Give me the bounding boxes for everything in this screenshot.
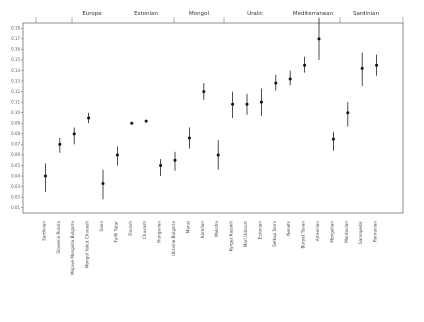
x-category-label: Kyrgyz Kazakh	[229, 221, 234, 252]
y-tick-label: 0.07	[11, 142, 20, 147]
y-tick-label: 0.13	[11, 78, 20, 83]
x-category-label: Samoyedic	[358, 220, 363, 244]
x-category-label: Karelian	[200, 221, 205, 238]
y-axis: 0.01 0.02 0.03 0.04 0.05 0.06 0.07 0.08 0.09 0.10…	[11, 26, 23, 210]
data-point	[144, 119, 148, 123]
data-point	[159, 164, 163, 167]
data-point	[274, 81, 278, 85]
y-tick-label: 0.08	[11, 131, 20, 136]
y-tick-label: 0.09	[11, 121, 20, 126]
data-point	[288, 77, 292, 81]
x-category-label: Estonian	[257, 221, 262, 239]
x-category-label: Slovenia Russia	[56, 221, 61, 254]
x-category-label: Hungarian	[157, 221, 162, 243]
data-point	[187, 136, 191, 140]
x-category-label: Selkup Sami	[272, 221, 277, 247]
y-tick-label: 0.11	[11, 99, 20, 104]
x-category-label: Mari Udmurt	[243, 221, 248, 248]
y-tick-label: 0.10	[11, 110, 20, 115]
tab-label: Mongol	[189, 11, 209, 17]
tab-label: Sardinian	[353, 11, 379, 17]
data-point	[43, 174, 47, 178]
y-tick-label: 0.12	[11, 89, 20, 94]
data-point	[72, 132, 76, 136]
tab-label: Estonian	[134, 11, 158, 17]
y-tick-label: 0.17	[11, 36, 20, 41]
x-category-label: Ukraine Bulgaria	[171, 221, 176, 256]
y-tick-label: 0.06	[11, 152, 20, 157]
y-tick-label: 0.04	[11, 173, 20, 178]
x-category-label: Mongol Yakut Chuvash	[85, 221, 90, 268]
group-tabs: Europe Estonian Mongol Uralic Mediterranean S…	[35, 11, 404, 23]
data-point	[259, 100, 263, 104]
data-points	[43, 17, 379, 200]
tab-label: Europe	[82, 11, 102, 17]
y-tick-label: 0.02	[11, 194, 20, 199]
x-category-label: Finnish	[128, 221, 133, 236]
y-tick-label: 0.01	[11, 205, 20, 210]
x-category-label: Mansi	[185, 221, 190, 233]
y-tick-label: 0.16	[11, 47, 20, 52]
data-point	[245, 102, 249, 106]
x-category-label: Chuvash	[142, 221, 147, 239]
x-category-label: Armenian	[315, 221, 320, 242]
y-tick-label: 0.14	[11, 68, 20, 73]
x-category-label: Fulfil Tatar	[113, 221, 118, 243]
data-point	[58, 142, 62, 146]
x-category-label: Moksha	[214, 221, 219, 237]
x-category-label: Buryat Tuvan	[301, 221, 306, 249]
data-point	[101, 181, 105, 185]
data-point	[130, 121, 134, 125]
data-point	[346, 111, 350, 115]
data-point	[216, 153, 220, 157]
tab-label: Mediterranean	[293, 11, 334, 17]
x-axis-labels: Sardinian Slovenia Russia Mojave Mongolia …	[41, 220, 377, 275]
x-category-label: Romanian	[373, 221, 378, 242]
data-point	[375, 63, 379, 67]
data-point	[360, 66, 364, 70]
y-tick-label: 0.05	[11, 163, 20, 168]
data-point	[303, 63, 307, 67]
y-tick-label: 0.18	[11, 26, 20, 31]
x-category-label: Mongolian	[329, 221, 334, 243]
x-category-label: Sardinian	[41, 221, 46, 241]
tab-label: Uralic	[247, 11, 263, 17]
data-point	[231, 102, 235, 106]
x-category-label: Mordovian	[344, 221, 349, 243]
x-category-label: Mojave Mongolia Bulgaria	[70, 221, 75, 275]
x-category-label: Sami	[99, 221, 104, 231]
plot-frame	[22, 22, 404, 214]
data-point	[115, 153, 119, 157]
data-point	[317, 37, 321, 41]
data-point	[202, 90, 206, 94]
y-tick-label: 0.03	[11, 184, 20, 189]
data-point	[87, 116, 91, 120]
x-category-label: Nenets	[286, 221, 291, 236]
data-point	[331, 137, 335, 141]
data-point	[173, 158, 177, 162]
y-tick-label: 0.15	[11, 57, 20, 62]
